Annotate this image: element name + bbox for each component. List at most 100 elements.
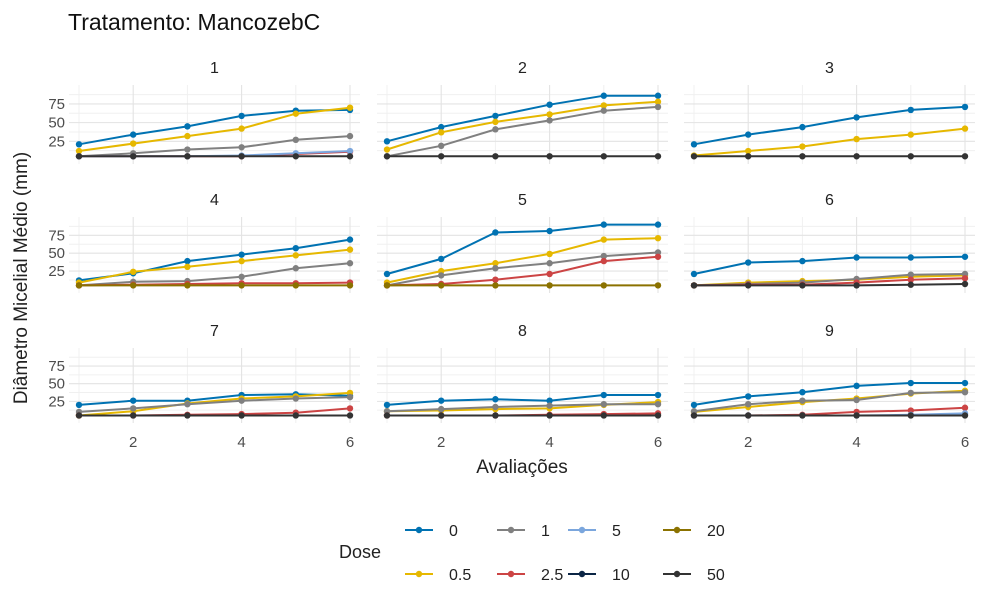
y-tick-label: 25 (48, 393, 65, 410)
data-point-dose-0 (184, 123, 191, 130)
facet-panel-5: 5 (377, 192, 668, 293)
data-point-dose-1 (600, 400, 607, 408)
data-point-dose-1 (853, 396, 860, 404)
y-tick-label: 75 (48, 96, 65, 113)
facet-strip-label: 3 (825, 60, 834, 77)
data-point-dose-0 (383, 270, 391, 278)
data-point-dose-1 (130, 405, 137, 412)
legend-item-5: 5 (568, 523, 621, 540)
data-point-dose-50 (690, 412, 698, 419)
data-point-dose-50 (238, 153, 245, 160)
data-point-dose-50 (546, 153, 553, 160)
legend-title: Dose (339, 542, 381, 562)
data-point-dose-20 (492, 282, 499, 289)
series-line-dose-2.5 (386, 255, 659, 287)
facet-strip-label: 7 (210, 323, 219, 340)
data-point-dose-0 (546, 397, 553, 404)
data-point-dose-1 (654, 400, 662, 408)
series-line-dose-1 (693, 391, 966, 413)
legend-key-point (507, 570, 515, 578)
data-point-dose-0 (690, 141, 698, 148)
data-point-dose-0 (654, 92, 662, 99)
data-point-dose-50 (961, 412, 969, 419)
data-point-dose-50 (600, 153, 607, 160)
series-line-dose-1 (78, 262, 351, 287)
data-point-dose-0.5 (907, 131, 914, 138)
data-point-dose-0 (438, 123, 445, 131)
data-point-dose-0.5 (492, 118, 499, 126)
data-point-dose-0.5 (654, 234, 662, 242)
series-line-dose-0 (693, 105, 966, 146)
data-point-dose-50 (238, 412, 245, 419)
data-point-dose-50 (130, 153, 137, 160)
data-point-dose-0 (853, 254, 860, 261)
legend-item-2.5: 2.5 (497, 567, 563, 584)
data-point-dose-20 (438, 282, 445, 289)
series-line-dose-0 (386, 94, 658, 143)
data-point-dose-0 (292, 245, 299, 252)
legend-label: 1 (541, 523, 550, 540)
data-point-dose-0.5 (75, 147, 83, 155)
data-point-dose-50 (745, 282, 752, 289)
data-point-dose-50 (907, 412, 914, 419)
data-point-dose-0 (238, 251, 245, 258)
data-point-dose-50 (292, 153, 299, 160)
data-point-dose-0.5 (546, 250, 553, 258)
data-point-dose-1 (292, 136, 299, 144)
data-point-dose-20 (130, 282, 137, 289)
data-point-dose-0 (961, 253, 969, 260)
data-point-dose-50 (292, 412, 299, 419)
legend: Dose 0 0.5 1 2.5 5 10 20 50 (339, 523, 725, 584)
y-tick-label: 50 (48, 115, 65, 132)
data-point-dose-0 (961, 103, 969, 111)
data-point-dose-0 (799, 123, 806, 131)
data-point-dose-0 (799, 257, 806, 265)
x-tick-label: 2 (744, 434, 752, 451)
data-point-dose-1 (600, 252, 607, 260)
data-point-dose-1 (961, 389, 969, 396)
data-point-dose-0.5 (546, 111, 553, 118)
data-point-dose-1 (546, 260, 553, 267)
data-point-dose-50 (75, 412, 83, 419)
data-point-dose-1 (492, 403, 499, 411)
data-point-dose-0 (745, 131, 752, 138)
data-point-dose-1 (745, 400, 752, 408)
data-point-dose-50 (492, 153, 499, 160)
facet-strip-label: 5 (518, 192, 527, 209)
series-line-dose-1 (78, 135, 351, 158)
legend-key-point (415, 570, 423, 578)
data-point-dose-0 (492, 229, 499, 236)
data-point-dose-1 (654, 103, 662, 111)
data-point-dose-2.5 (654, 253, 662, 260)
data-point-dose-1 (184, 400, 191, 408)
data-point-dose-0 (130, 131, 137, 138)
data-point-dose-20 (600, 282, 607, 289)
data-point-dose-0.5 (853, 135, 860, 143)
data-point-dose-50 (184, 153, 191, 160)
data-point-dose-1 (438, 142, 445, 149)
data-point-dose-20 (346, 282, 354, 289)
data-point-dose-0 (654, 221, 662, 228)
data-point-dose-50 (853, 153, 860, 160)
data-point-dose-50 (654, 153, 662, 160)
data-point-dose-2.5 (346, 405, 354, 412)
series-line-dose-1 (386, 403, 658, 413)
data-point-dose-0 (690, 270, 698, 278)
data-point-dose-0 (383, 138, 391, 145)
data-point-dose-50 (799, 282, 806, 289)
legend-label: 5 (612, 523, 621, 540)
data-point-dose-20 (184, 282, 191, 289)
data-point-dose-0.5 (346, 246, 354, 253)
data-point-dose-1 (546, 402, 553, 409)
data-point-dose-0.5 (238, 125, 245, 132)
x-axis-label: Avaliações (476, 457, 568, 478)
data-point-dose-0 (438, 397, 445, 404)
facet-strip-label: 8 (518, 323, 527, 340)
data-point-dose-0.5 (184, 263, 191, 271)
legend-key-point (673, 526, 681, 534)
series-line-dose-1 (386, 251, 659, 287)
data-point-dose-2.5 (546, 270, 553, 278)
data-point-dose-0.5 (130, 268, 137, 276)
